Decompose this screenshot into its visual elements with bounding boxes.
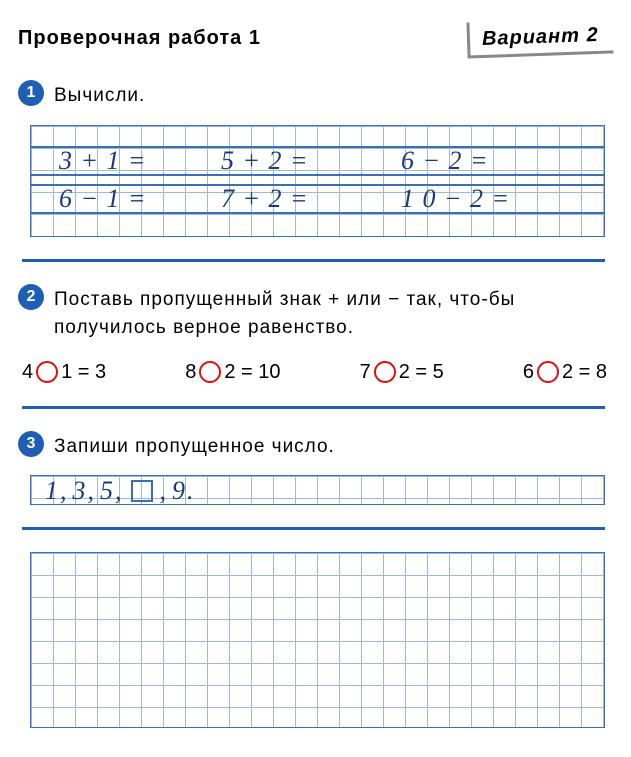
task-3-grid[interactable]: 1, 3, 5, , 9. [30, 475, 605, 505]
seq-comma: , [160, 476, 169, 506]
seq-2: 3, [73, 476, 97, 506]
work-area-grid[interactable] [30, 552, 605, 728]
eq2-3-right: 2 = 5 [399, 361, 444, 384]
eq2-3-left: 7 [360, 361, 371, 384]
eq-1a: 3 + 1 = [59, 146, 147, 176]
task-1-instruction: Вычисли. [54, 80, 145, 111]
task-2: 2 Поставь пропущенный знак + или − так, … [18, 284, 613, 384]
eq2-1: 4 1 = 3 [22, 361, 106, 384]
eq2-2-left: 8 [185, 361, 196, 384]
task-2-instruction: Поставь пропущенный знак + или − так, чт… [54, 284, 613, 343]
eq2-1-right: 1 = 3 [61, 361, 106, 384]
eq2-4-right: 2 = 8 [562, 361, 607, 384]
blank-circle-4[interactable] [537, 361, 559, 383]
task-3-badge: 3 [18, 431, 44, 457]
blank-circle-1[interactable] [36, 361, 58, 383]
seq-3: 5, [100, 476, 124, 506]
eq2-4: 6 2 = 8 [523, 361, 607, 384]
divider-3 [22, 527, 605, 530]
eq2-1-left: 4 [22, 361, 33, 384]
task-3: 3 Запиши пропущенное число. 1, 3, 5, , 9… [18, 431, 613, 506]
eq-2a: 6 − 1 = [59, 184, 147, 214]
eq2-3: 7 2 = 5 [360, 361, 444, 384]
blank-circle-3[interactable] [374, 361, 396, 383]
task-1: 1 Вычисли. 3 + 1 = 5 + 2 = 6 − 2 = 6 − 1… [18, 80, 613, 237]
eq-1c: 6 − 2 = [401, 146, 489, 176]
eq-2b: 7 + 2 = [221, 184, 309, 214]
blank-circle-2[interactable] [199, 361, 221, 383]
task-2-equations: 4 1 = 3 8 2 = 10 7 2 = 5 6 2 = 8 [18, 361, 613, 384]
worksheet-title: Проверочная работа 1 [18, 27, 261, 50]
eq-1b: 5 + 2 = [221, 146, 309, 176]
divider-1 [22, 259, 605, 262]
task-3-instruction: Запиши пропущенное число. [54, 431, 335, 462]
seq-blank[interactable] [131, 480, 153, 502]
task-1-badge: 1 [18, 80, 44, 106]
eq-2c: 1 0 − 2 = [401, 184, 510, 214]
eq2-4-left: 6 [523, 361, 534, 384]
eq2-2: 8 2 = 10 [185, 361, 280, 384]
task-1-grid[interactable]: 3 + 1 = 5 + 2 = 6 − 2 = 6 − 1 = 7 + 2 = … [30, 125, 605, 237]
seq-1: 1, [45, 476, 69, 506]
sequence: 1, 3, 5, , 9. [45, 476, 196, 506]
variant-label: Вариант 2 [467, 17, 614, 58]
seq-5: 9. [172, 476, 196, 506]
eq2-2-right: 2 = 10 [224, 361, 280, 384]
worksheet-header: Проверочная работа 1 Вариант 2 [18, 20, 613, 56]
task-2-badge: 2 [18, 284, 44, 310]
divider-2 [22, 406, 605, 409]
